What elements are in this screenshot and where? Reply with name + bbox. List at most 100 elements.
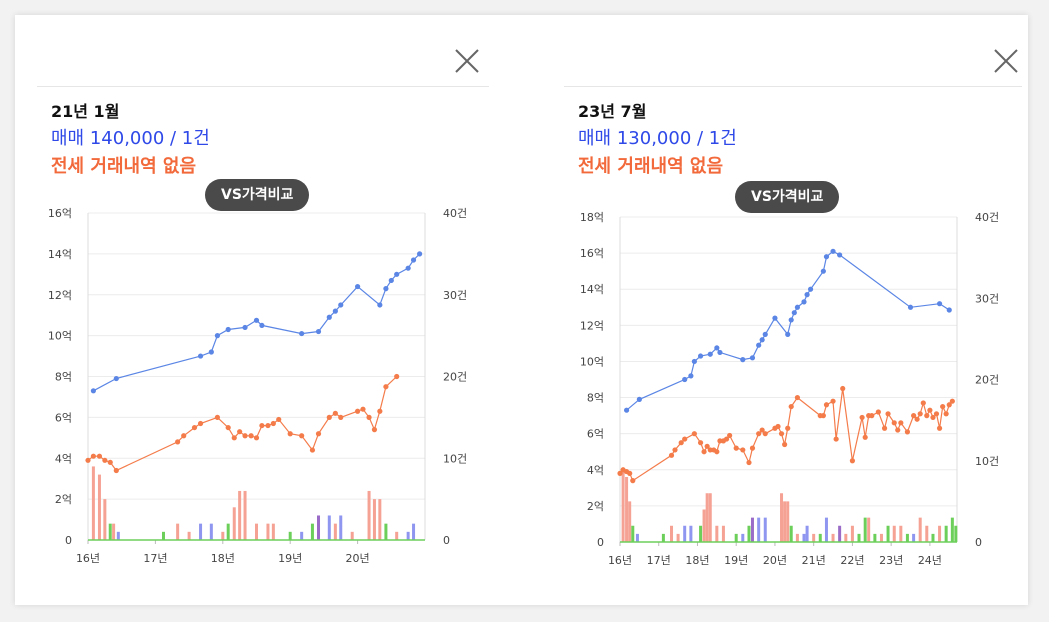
vs-compare-button[interactable]: VS가격비교 [205,179,310,211]
volume-bar [255,523,258,540]
volume-bar [954,525,958,542]
y-left-tick: 16억 [48,207,72,220]
volume-bar [683,525,687,542]
close-icon[interactable] [453,47,481,75]
sale-price-point [417,251,423,257]
price-chart: 0 2억 4억 6억 8억 10억 12억 14억 16억 18억 0 10건 20건 30건 40건 16년… [580,211,999,567]
volume-bar [621,468,625,542]
rent-price-point [762,431,768,437]
rent-price-point [701,449,707,455]
volume-bar [221,531,225,540]
volume-bar [378,499,382,540]
rent-price-point [785,425,791,431]
y-right-tick: 40건 [975,211,999,224]
volume-bar [384,523,388,540]
volume-bar [708,493,712,542]
sale-price-point [707,351,713,357]
rent-price-point [823,402,830,408]
volume-bar [721,525,725,542]
volume-bar [661,533,665,542]
rent-price-point [875,409,881,415]
rent-price-point [917,411,923,417]
volume-bar [670,525,674,542]
volume-bar [812,533,816,542]
y-left-tick: 6억 [587,428,604,441]
sale-price-point [394,271,400,277]
transaction-info: 21년 1월 매매 140,000 / 1건 전세 거래내역 없음 [51,99,210,181]
sale-price-point [299,330,305,337]
rent-price-point [678,440,684,446]
volume-bar [873,533,877,542]
rent-price-point [914,416,920,422]
sale-price-line [93,253,421,392]
rent-price-point [191,424,198,431]
rent-price-point [630,478,636,484]
volume-bar [116,531,120,540]
volume-bar [838,525,842,542]
sale-price-point [936,301,943,307]
rent-price-point [96,453,103,459]
volume-bar [867,517,871,542]
volume-bar [288,531,292,540]
rent-price-point [749,445,756,451]
y-left-tick: 12억 [580,319,604,332]
price-chart: 0 2억 4억 6억 8억 10억 12억 14억 16억 0 10건 20건 30건 40건 16년 17년… [48,207,467,565]
volume-bar [97,474,101,540]
sale-price-point [636,396,642,402]
volume-bar [327,515,331,540]
volume-bar [631,525,635,542]
rent-summary: 전세 거래내역 없음 [578,156,724,177]
volume-bar [266,523,270,540]
rent-price-point [794,394,801,401]
volume-bar [161,531,165,540]
y-left-tick: 0 [597,536,604,549]
rent-price-point [933,411,940,417]
rent-price-point [862,434,868,440]
rent-price-point [820,413,826,419]
rent-price-point [270,420,276,427]
rent-price-point [85,457,91,463]
sale-price-point [377,302,383,308]
selected-date: 21년 1월 [51,102,120,121]
volume-bar [925,525,929,542]
sale-price-point [214,333,221,339]
sale-price-point [794,304,801,310]
sale-price-point [682,376,688,383]
rent-price-point [197,420,204,427]
sale-price-point [759,337,765,343]
volume-bar [187,531,191,540]
volume-bar [625,477,629,542]
y-left-tick: 8억 [55,371,72,384]
volume-bar [850,525,854,542]
rent-price-point [924,413,930,419]
y-left-tick: 6억 [55,411,72,424]
sale-price-point [801,299,807,305]
y-left-tick: 18억 [580,211,604,224]
y-left-tick: 14억 [48,248,72,261]
close-icon[interactable] [992,47,1020,75]
sale-price-point [326,314,332,320]
sale-price-point [837,252,843,258]
vs-compare-button[interactable]: VS가격비교 [735,181,840,213]
volume-bar [412,523,416,540]
volume-bar [350,531,354,540]
volume-bar [780,493,784,542]
rent-price-point [904,429,911,435]
x-tick-label: 17년 [143,552,167,565]
comparison-card: 21년 1월 매매 140,000 / 1건 전세 거래내역 없음 0 2억 4억 6… [15,15,1028,605]
y-left-tick: 0 [65,534,72,547]
volume-bar [209,523,213,540]
sale-price-point [623,407,630,413]
rent-price-point [740,447,746,453]
sale-price-point [259,322,265,329]
rent-price-point [214,414,221,420]
sale-price-point [208,349,214,355]
rent-price-point [326,414,332,420]
volume-bar [333,523,337,540]
volume-bar [232,507,236,540]
volume-bar [905,533,909,542]
x-tick-label: 18년 [211,552,235,565]
volume-bar [271,523,275,540]
y-right-tick: 20건 [975,374,999,387]
y-right-tick: 10건 [443,452,467,465]
